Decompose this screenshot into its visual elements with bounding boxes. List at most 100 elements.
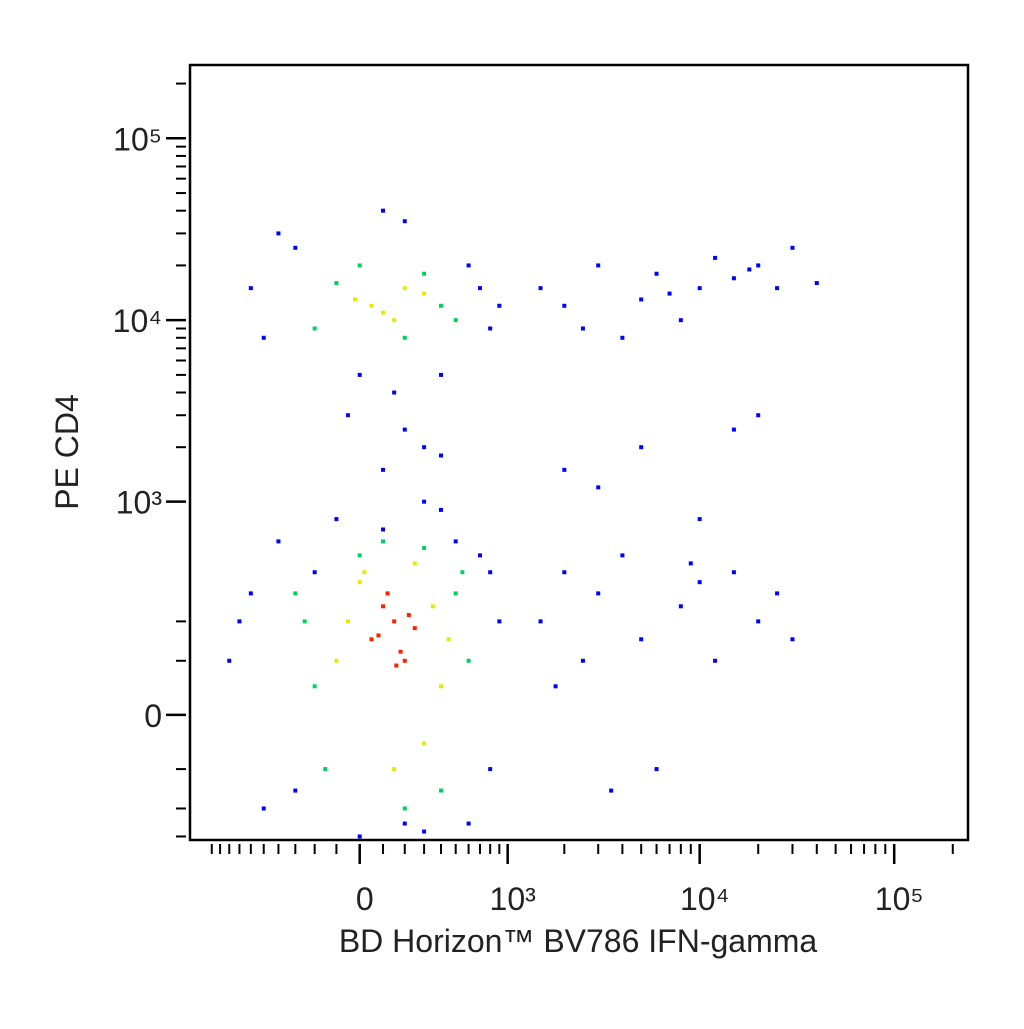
point [261,806,266,811]
point [654,271,659,276]
point [756,263,761,268]
point [678,318,683,323]
point [381,527,386,532]
point [369,303,374,308]
point [731,427,736,432]
point [620,335,625,340]
point [731,570,736,575]
point [392,767,397,772]
point [402,335,407,340]
point [227,658,232,663]
point [430,604,435,609]
point [312,684,317,689]
point [438,303,443,308]
plot-frame [188,63,970,842]
point [248,591,253,596]
point [276,231,281,236]
point [562,467,567,472]
point [562,303,567,308]
x-tick-label: 10⁵ [875,881,924,917]
point [596,591,601,596]
point [261,335,266,340]
point [756,619,761,624]
point [334,281,339,286]
point [345,619,350,624]
point [422,271,427,276]
point [438,507,443,512]
point [357,372,362,377]
point [446,637,451,642]
point [312,326,317,331]
point [392,390,397,395]
point [248,286,253,291]
point [438,372,443,377]
point [381,604,386,609]
point [538,286,543,291]
point [302,619,307,624]
point [697,286,702,291]
y-tick-label: 0 [144,698,162,734]
point [402,427,407,432]
point [422,499,427,504]
y-tick-label: 10³ [116,485,163,521]
point [596,263,601,268]
point [357,834,362,839]
point [697,580,702,585]
point [756,413,761,418]
point [352,297,357,302]
point [747,267,752,272]
point [381,539,386,544]
point [422,546,427,551]
y-tick-label: 10⁵ [113,121,162,157]
point [639,445,644,450]
point [466,658,471,663]
point [334,658,339,663]
point [538,619,543,624]
point [488,767,493,772]
point [334,517,339,522]
point [357,263,362,268]
point [609,788,614,793]
point [402,821,407,826]
point [357,553,362,558]
point [357,580,362,585]
point [381,467,386,472]
point [293,591,298,596]
point [376,633,381,638]
point [553,684,558,689]
point [438,453,443,458]
point [713,658,718,663]
point [790,245,795,250]
point [398,649,403,654]
point [323,767,328,772]
point [293,245,298,250]
point [775,286,780,291]
point [580,658,585,663]
point [402,806,407,811]
point [453,591,458,596]
point [402,658,407,663]
point [639,637,644,642]
point [438,684,443,689]
point [402,286,407,291]
x-tick-label: 10³ [490,881,537,917]
point [402,219,407,224]
point [580,326,585,331]
point [237,619,242,624]
point [466,263,471,268]
point [713,255,718,260]
point [381,208,386,213]
point [422,741,427,746]
point [392,619,397,624]
point [422,829,427,834]
point [293,788,298,793]
point [362,570,367,575]
point [392,318,397,323]
point [488,326,493,331]
point [412,561,417,566]
x-tick-label: 10⁴ [680,881,729,917]
point [312,570,317,575]
point [406,613,411,618]
y-tick-label: 10⁴ [113,303,162,339]
